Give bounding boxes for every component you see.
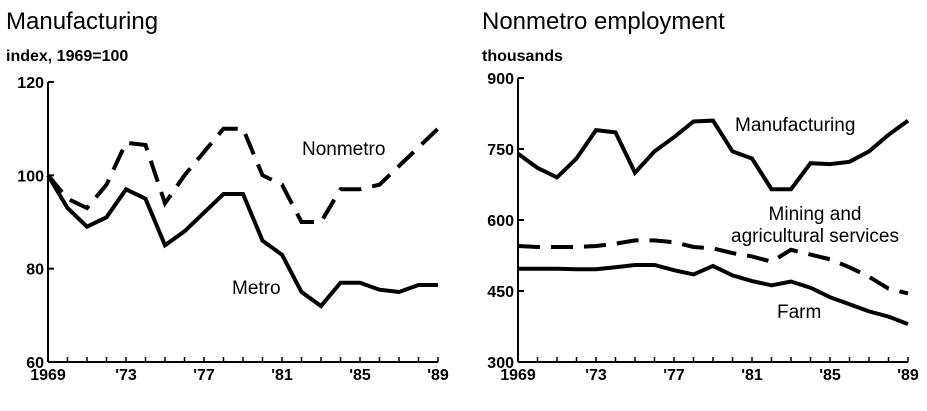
- y-tick-label: 300: [487, 355, 514, 372]
- y-tick-label: 750: [487, 142, 514, 159]
- x-tick-label: '89: [897, 367, 919, 384]
- series-label: Mining and agricultural services: [731, 204, 899, 247]
- x-tick-label: '89: [427, 367, 449, 384]
- series-line-manufacturing: [516, 118, 910, 192]
- y-tick-label: 120: [17, 75, 44, 92]
- y-axis-label: thousands: [482, 48, 563, 65]
- chart-title: Manufacturing: [6, 8, 159, 35]
- y-tick-label: 600: [487, 213, 514, 230]
- series-line-mining-and-agricultural-services: [517, 238, 909, 296]
- x-tick-label: '85: [349, 367, 371, 384]
- x-tick-label: '77: [663, 367, 685, 384]
- y-tick-label: 450: [487, 284, 514, 301]
- series-label: Metro: [232, 278, 281, 299]
- x-tick-label: '77: [193, 367, 215, 384]
- manufacturing-chart: Manufacturing index, 1969=100 60 80 100 120…: [6, 8, 449, 384]
- y-axis-label: index, 1969=100: [6, 48, 129, 65]
- y-tick-label: 900: [487, 71, 514, 88]
- x-tick-label: 1969: [500, 367, 536, 384]
- series-line-metro: [46, 174, 438, 309]
- y-tick-label: 80: [26, 262, 44, 279]
- series-line-farm: [518, 263, 909, 326]
- x-tick-label: '73: [115, 367, 137, 384]
- y-tick-label: 100: [17, 168, 44, 185]
- y-tick-label: 60: [26, 355, 44, 372]
- nonmetro-employment-plot: 300 450 600 750 900 1969 '73 '77 '81 '85 '89 Manufa…: [487, 71, 919, 384]
- series-label: Manufacturing: [735, 115, 855, 136]
- series-label: Farm: [777, 302, 821, 323]
- chart-title: Nonmetro employment: [482, 8, 725, 35]
- manufacturing-plot: 60 80 100 120 1969 '73 '77 '81 '85 '89 Nonmetro Met…: [17, 75, 449, 384]
- series-label: Nonmetro: [302, 139, 385, 160]
- x-tick-label: '73: [585, 367, 607, 384]
- x-tick-label: '81: [741, 367, 763, 384]
- series-line-nonmetro: [46, 126, 440, 224]
- x-tick-label: 1969: [30, 367, 66, 384]
- x-tick-label: '81: [271, 367, 293, 384]
- x-tick-label: '85: [819, 367, 841, 384]
- nonmetro-employment-chart: Nonmetro employment thousands 300 450 600 7…: [470, 0, 927, 411]
